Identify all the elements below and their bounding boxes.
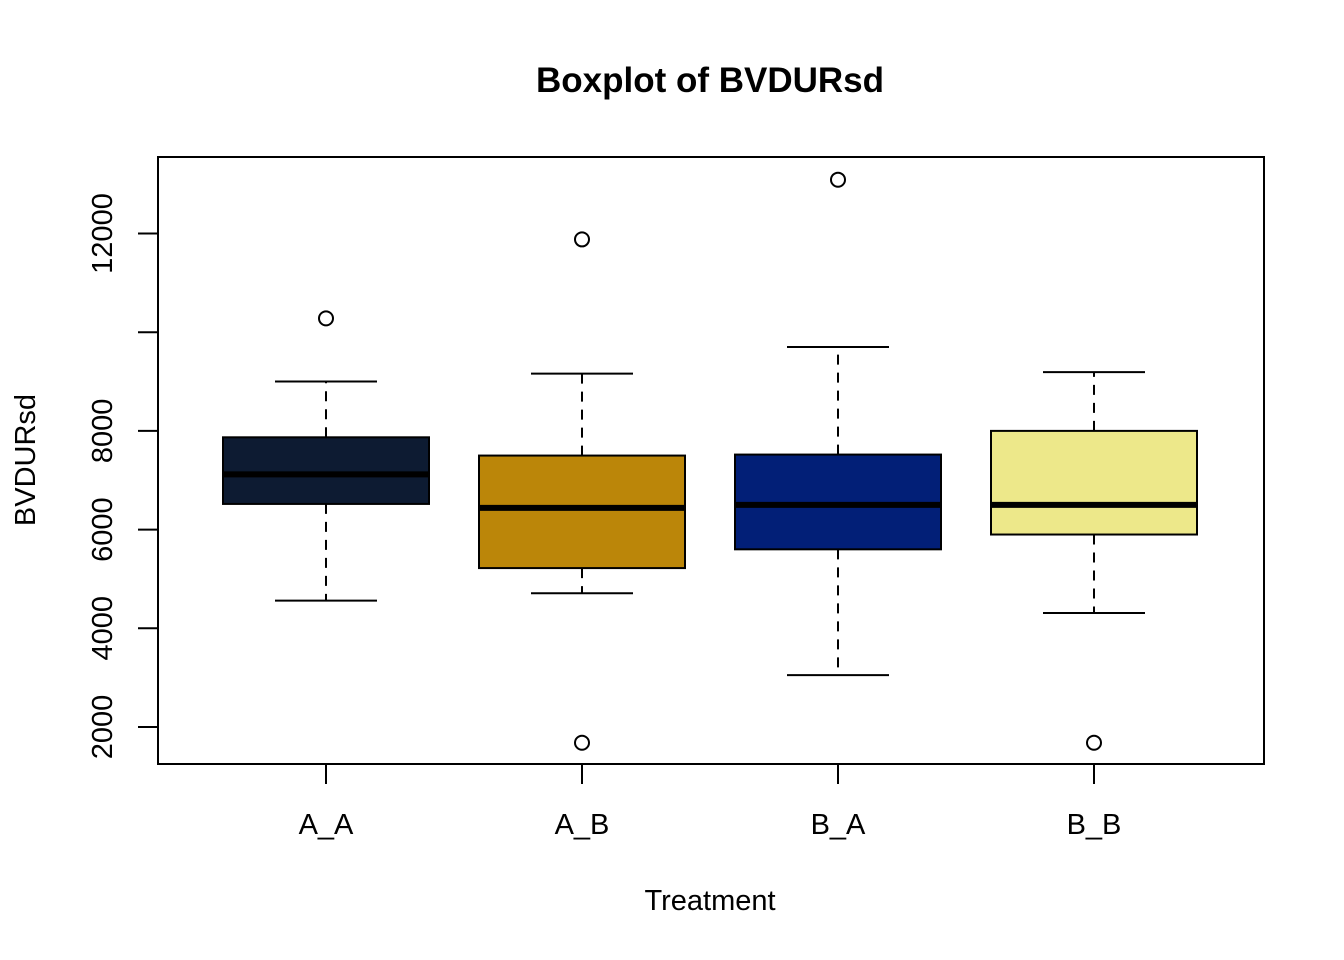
- outlier-point: [574, 734, 590, 751]
- y-tick-label: 8000: [87, 399, 119, 464]
- iqr-box: [990, 429, 1198, 536]
- box-a-b: [478, 231, 686, 751]
- x-tick-label: A_A: [299, 809, 354, 841]
- outlier-point: [574, 231, 590, 248]
- box-b-b: [990, 371, 1198, 751]
- chart-title: Boxplot of BVDURsd: [536, 61, 884, 100]
- outlier-point: [830, 171, 846, 188]
- y-axis: 2000 4000 6000 8000 12000: [87, 193, 159, 760]
- outlier-point: [1086, 734, 1102, 751]
- y-axis-label: BVDURsd: [10, 394, 42, 526]
- iqr-box: [478, 454, 686, 570]
- y-tick-label: 6000: [87, 497, 119, 562]
- iqr-box: [222, 436, 430, 505]
- y-tick-label: 2000: [87, 695, 119, 760]
- x-axis: A_A A_B B_A B_B: [299, 764, 1122, 841]
- box-b-a: [734, 171, 942, 677]
- y-tick-label: 12000: [87, 193, 119, 274]
- y-tick-label: 4000: [87, 596, 119, 661]
- x-tick-label: B_A: [811, 809, 866, 841]
- outlier-point: [318, 310, 334, 327]
- x-tick-label: A_B: [555, 809, 610, 841]
- boxes-group: [222, 171, 1198, 751]
- x-axis-label: Treatment: [644, 885, 775, 917]
- x-tick-label: B_B: [1067, 809, 1122, 841]
- box-a-a: [222, 310, 430, 602]
